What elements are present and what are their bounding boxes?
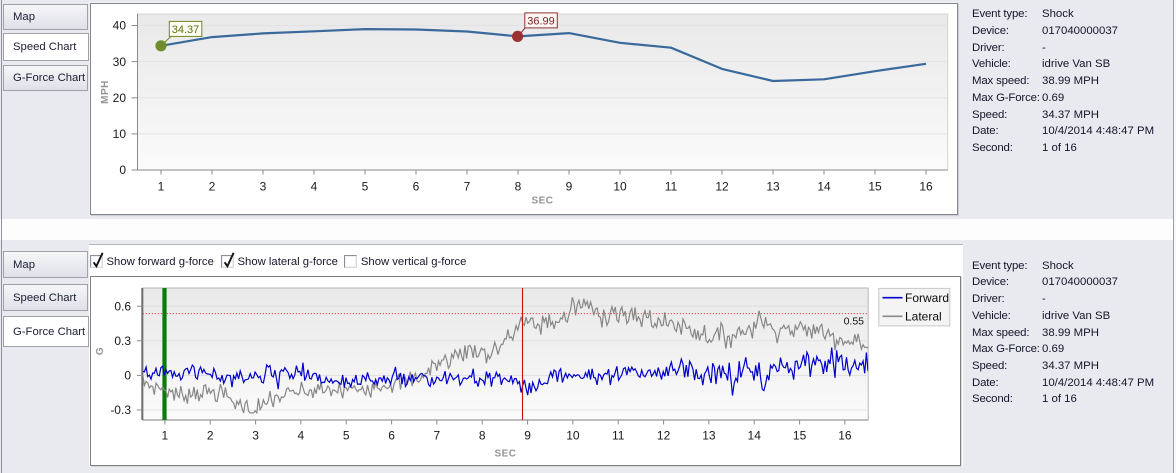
svg-text:5: 5: [342, 429, 349, 443]
svg-text:9: 9: [524, 429, 531, 443]
svg-text:14: 14: [747, 429, 761, 443]
svg-text:8: 8: [478, 429, 485, 443]
svg-text:40: 40: [113, 19, 127, 33]
svg-text:G: G: [95, 347, 106, 355]
svg-text:13: 13: [702, 429, 716, 443]
svg-text:2: 2: [209, 180, 216, 194]
svg-text:4: 4: [311, 180, 318, 194]
svg-text:20: 20: [113, 91, 127, 105]
svg-text:14: 14: [817, 180, 831, 194]
svg-text:11: 11: [665, 180, 678, 194]
svg-text:4: 4: [297, 429, 304, 443]
svg-text:1: 1: [161, 429, 168, 443]
svg-text:-0.3: -0.3: [110, 403, 131, 417]
svg-text:SEC: SEC: [531, 196, 553, 207]
svg-text:10: 10: [566, 429, 580, 443]
svg-text:9: 9: [566, 180, 573, 194]
svg-text:36.99: 36.99: [527, 15, 555, 27]
svg-text:15: 15: [792, 429, 806, 443]
svg-text:0: 0: [119, 163, 126, 177]
svg-text:12: 12: [656, 429, 670, 443]
svg-text:5: 5: [362, 180, 369, 194]
svg-text:Lateral: Lateral: [905, 310, 942, 324]
svg-text:1: 1: [158, 180, 165, 194]
svg-text:16: 16: [919, 180, 933, 194]
svg-text:0.6: 0.6: [114, 299, 131, 313]
svg-text:0.3: 0.3: [114, 334, 131, 348]
svg-text:10: 10: [113, 127, 127, 141]
svg-text:13: 13: [766, 180, 780, 194]
svg-text:0: 0: [124, 369, 131, 383]
svg-text:3: 3: [252, 429, 259, 443]
svg-text:15: 15: [868, 180, 882, 194]
svg-text:MPH: MPH: [100, 80, 111, 104]
svg-text:SEC: SEC: [494, 449, 516, 460]
svg-text:16: 16: [838, 429, 852, 443]
svg-text:10: 10: [613, 180, 627, 194]
svg-text:Forward: Forward: [905, 291, 949, 305]
svg-text:6: 6: [413, 180, 420, 194]
svg-text:8: 8: [515, 180, 522, 194]
svg-text:30: 30: [113, 55, 127, 69]
svg-text:6: 6: [388, 429, 395, 443]
svg-text:2: 2: [206, 429, 213, 443]
svg-text:7: 7: [433, 429, 440, 443]
svg-text:7: 7: [464, 180, 471, 194]
svg-text:34.37: 34.37: [172, 24, 200, 36]
svg-text:0.55: 0.55: [843, 316, 864, 328]
svg-text:12: 12: [715, 180, 729, 194]
svg-text:3: 3: [260, 180, 267, 194]
svg-text:11: 11: [611, 429, 624, 443]
